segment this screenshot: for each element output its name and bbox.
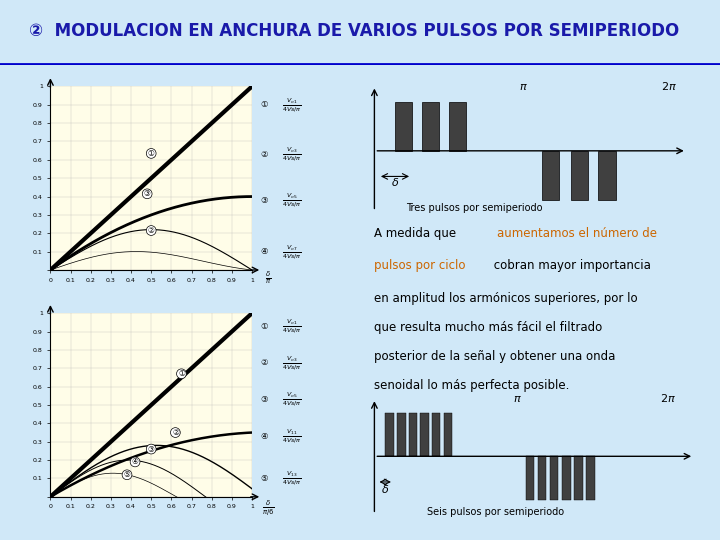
- Bar: [408, 413, 417, 456]
- Text: senoidal lo más perfecta posible.: senoidal lo más perfecta posible.: [374, 379, 570, 392]
- Bar: [526, 456, 534, 500]
- Bar: [444, 413, 452, 456]
- Text: ③: ③: [261, 395, 268, 404]
- Text: $\pi$: $\pi$: [513, 395, 521, 404]
- Bar: [420, 413, 429, 456]
- Text: ①: ①: [178, 369, 185, 379]
- Text: $\delta$: $\delta$: [381, 483, 390, 495]
- Bar: [449, 102, 467, 151]
- Text: ⑤: ⑤: [261, 474, 268, 483]
- Text: $\frac{V_{o5}}{4Vs/\pi}$: $\frac{V_{o5}}{4Vs/\pi}$: [282, 191, 302, 209]
- Text: ③: ③: [148, 444, 155, 454]
- Text: ③: ③: [144, 190, 150, 198]
- Bar: [432, 413, 441, 456]
- Text: ⑤: ⑤: [124, 470, 130, 480]
- Bar: [574, 456, 582, 500]
- Text: $2\pi$: $2\pi$: [661, 80, 677, 92]
- Text: $2\pi$: $2\pi$: [660, 393, 676, 404]
- Text: $\frac{V_{o5}}{4Vs/\pi}$: $\frac{V_{o5}}{4Vs/\pi}$: [282, 390, 302, 408]
- Text: $\frac{V_{o3}}{4Vs/\pi}$: $\frac{V_{o3}}{4Vs/\pi}$: [282, 354, 302, 372]
- Text: $\frac{V_{o7}}{4Vs/\pi}$: $\frac{V_{o7}}{4Vs/\pi}$: [282, 242, 302, 261]
- Text: posterior de la señal y obtener una onda: posterior de la señal y obtener una onda: [374, 350, 616, 363]
- Bar: [571, 151, 588, 200]
- Bar: [422, 102, 439, 151]
- Text: que resulta mucho más fácil el filtrado: que resulta mucho más fácil el filtrado: [374, 321, 603, 334]
- Text: en amplitud los armónicos superiores, por lo: en amplitud los armónicos superiores, po…: [374, 292, 638, 305]
- Bar: [598, 151, 616, 200]
- Text: ②: ②: [261, 150, 268, 159]
- Text: $\frac{V_{13}}{4Vs/\pi}$: $\frac{V_{13}}{4Vs/\pi}$: [282, 469, 302, 488]
- Text: $\frac{V_{11}}{4Vs/\pi}$: $\frac{V_{11}}{4Vs/\pi}$: [282, 427, 302, 445]
- Bar: [550, 456, 559, 500]
- Text: $\delta$: $\delta$: [391, 176, 400, 188]
- Bar: [542, 151, 559, 200]
- Text: ②: ②: [148, 226, 155, 235]
- Text: ④: ④: [132, 457, 138, 467]
- Text: ②: ②: [261, 358, 268, 367]
- Text: ③: ③: [261, 195, 268, 205]
- Text: A medida que: A medida que: [374, 227, 460, 240]
- Bar: [562, 456, 570, 500]
- Text: ②  MODULACION EN ANCHURA DE VARIOS PULSOS POR SEMIPERIODO: ② MODULACION EN ANCHURA DE VARIOS PULSOS…: [29, 22, 679, 40]
- Text: $\frac{V_{o1}}{4Vs/\pi}$: $\frac{V_{o1}}{4Vs/\pi}$: [282, 96, 302, 114]
- Bar: [385, 413, 394, 456]
- Text: $\pi$: $\pi$: [519, 82, 528, 92]
- Bar: [538, 456, 546, 500]
- Text: $\frac{\delta}{\pi/6}$: $\frac{\delta}{\pi/6}$: [262, 499, 274, 518]
- Bar: [397, 413, 405, 456]
- Text: pulsos por ciclo: pulsos por ciclo: [374, 259, 466, 272]
- Text: cobran mayor importancia: cobran mayor importancia: [490, 259, 651, 272]
- Text: ②: ②: [172, 428, 179, 437]
- Text: $\frac{V_{o3}}{4Vs/\pi}$: $\frac{V_{o3}}{4Vs/\pi}$: [282, 145, 302, 163]
- Text: ④: ④: [261, 431, 268, 441]
- Text: Seis pulsos por semiperiodo: Seis pulsos por semiperiodo: [427, 507, 564, 517]
- Text: ①: ①: [261, 321, 268, 330]
- Text: aumentamos el número de: aumentamos el número de: [497, 227, 657, 240]
- Bar: [586, 456, 595, 500]
- Bar: [395, 102, 412, 151]
- Text: $\frac{V_{o1}}{4Vs/\pi}$: $\frac{V_{o1}}{4Vs/\pi}$: [282, 317, 302, 335]
- Text: ①: ①: [148, 149, 155, 158]
- Text: $\frac{\delta}{\pi}$: $\frac{\delta}{\pi}$: [265, 269, 271, 286]
- Text: Tres pulsos por semiperiodo: Tres pulsos por semiperiodo: [405, 204, 542, 213]
- Text: ④: ④: [261, 247, 268, 256]
- Text: ①: ①: [261, 100, 268, 109]
